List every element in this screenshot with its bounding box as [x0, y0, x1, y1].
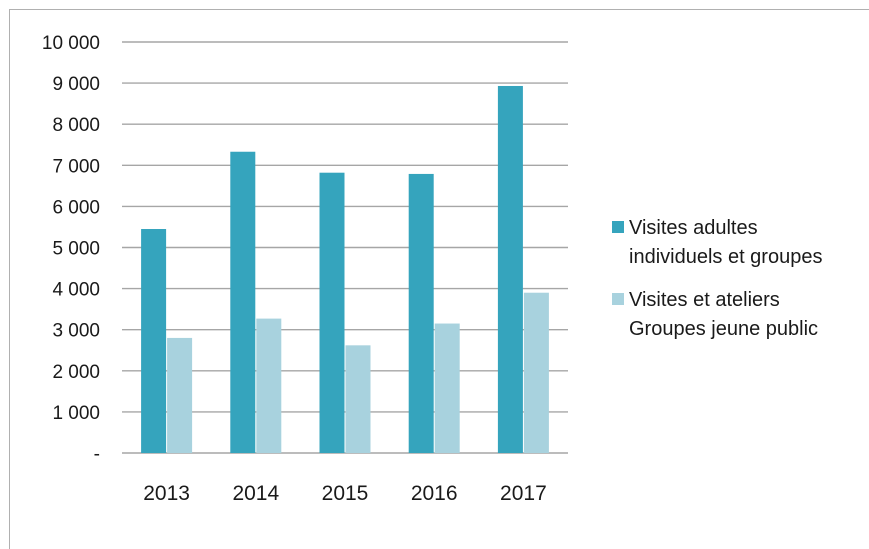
gridlines: [122, 41, 568, 454]
x-tick-label: 2015: [322, 482, 369, 505]
y-tick-label: 3 000: [52, 321, 100, 342]
y-tick-label: 4 000: [52, 280, 100, 301]
legend-label: Groupes jeune public: [629, 318, 818, 340]
y-tick-label: 9 000: [52, 74, 100, 95]
y-tick-label: 2 000: [52, 362, 100, 383]
x-axis-labels: 2013 2014 2015 2016 2017: [143, 482, 547, 505]
bar-adultes: [230, 151, 256, 453]
bar-jeune-public: [167, 337, 193, 453]
bar-jeune-public: [523, 292, 549, 453]
bar-adultes: [497, 85, 523, 454]
x-tick-label: 2013: [143, 482, 190, 505]
legend-label: Visites adultes: [629, 217, 758, 239]
x-tick-label: 2016: [411, 482, 458, 505]
y-tick-label: -: [94, 444, 100, 465]
bar-jeune-public: [434, 323, 460, 453]
bar-jeune-public: [345, 345, 371, 453]
bars: [141, 85, 549, 454]
legend-swatch: [612, 293, 624, 305]
bar-adultes: [319, 172, 345, 453]
x-tick-label: 2017: [500, 482, 547, 505]
x-tick-label: 2014: [232, 482, 279, 505]
legend: Visites adultes individuels et groupes Vis…: [612, 217, 822, 340]
bar-chart: - 1 000 2 000 3 000 4 000 5 000 6 000 7 000 8 00…: [42, 33, 823, 505]
legend-label: Visites et ateliers: [629, 289, 780, 311]
y-tick-label: 1 000: [52, 403, 100, 424]
y-axis-labels: - 1 000 2 000 3 000 4 000 5 000 6 000 7 000 8 00…: [42, 33, 100, 465]
y-tick-label: 5 000: [52, 239, 100, 260]
bar-adultes: [141, 229, 167, 453]
legend-label: individuels et groupes: [629, 246, 822, 268]
y-tick-label: 8 000: [52, 115, 100, 136]
y-tick-label: 7 000: [52, 156, 100, 177]
y-tick-label: 6 000: [52, 197, 100, 218]
chart-frame: [9, 9, 869, 549]
y-tick-label: 10 000: [42, 33, 100, 54]
legend-swatch: [612, 221, 624, 233]
bar-adultes: [408, 173, 434, 453]
bar-jeune-public: [256, 318, 282, 453]
